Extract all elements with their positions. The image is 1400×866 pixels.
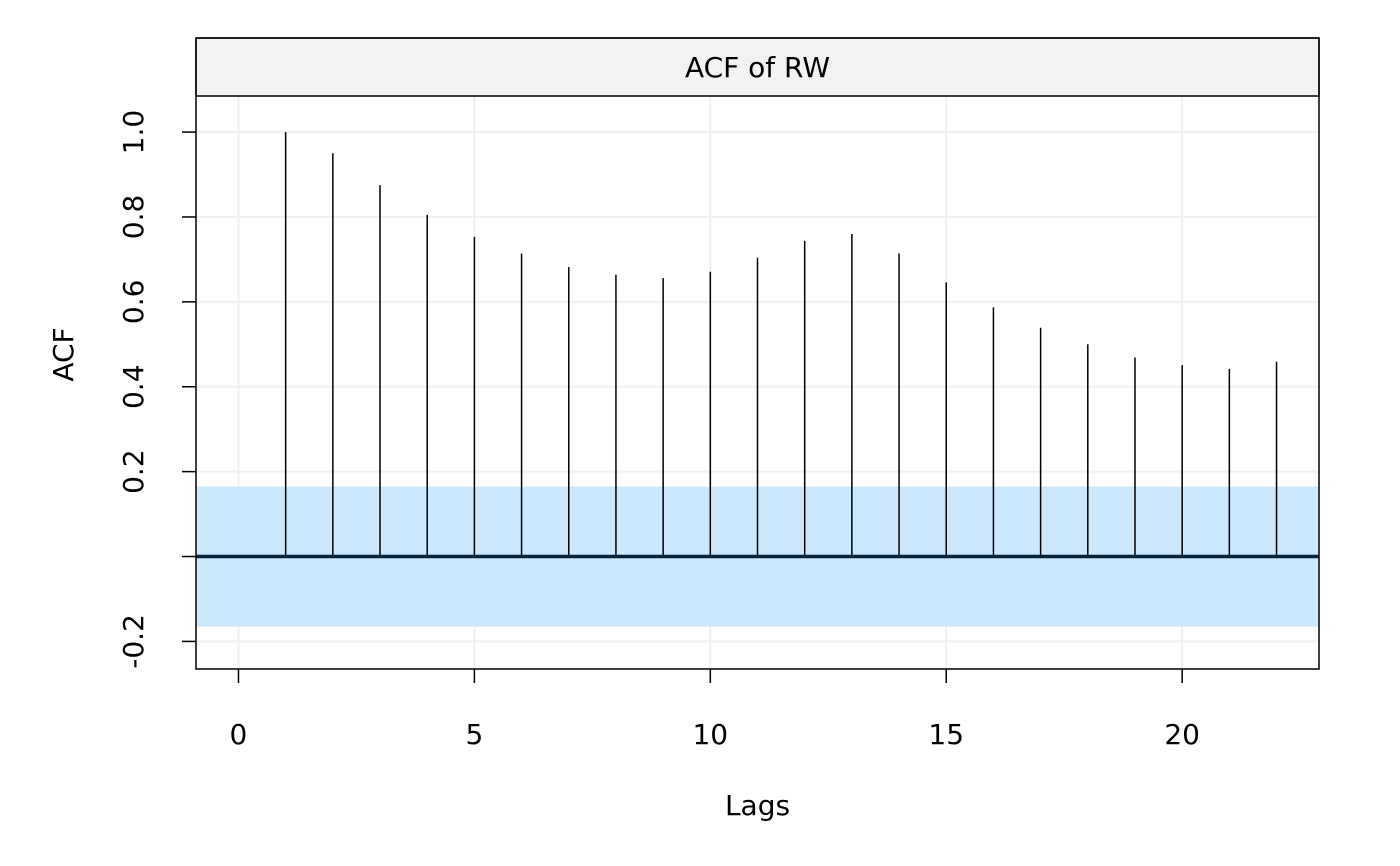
x-tick-label: 0: [230, 718, 248, 751]
y-tick-label: -0.2: [117, 614, 150, 669]
strip-background: [195, 37, 1320, 97]
acf-spikes: [284, 132, 1278, 557]
plot-frame: [195, 37, 1320, 670]
x-axis-title: Lags: [725, 789, 790, 822]
x-tick-label: 10: [692, 718, 728, 751]
y-tick-label: 0.4: [117, 364, 150, 409]
x-axis: 0 5 10 15 20: [230, 669, 1200, 751]
y-tick-label: 0.2: [117, 449, 150, 494]
x-tick-label: 15: [928, 718, 964, 751]
x-tick-label: 20: [1164, 718, 1200, 751]
y-tick-label: 1.0: [117, 110, 150, 155]
panel-strip: ACF of RW: [195, 37, 1320, 97]
y-tick-label: 0.6: [117, 280, 150, 325]
y-axis-title: ACF: [47, 327, 80, 381]
y-axis: -0.2 0.2 0.4 0.6 0.8 1.0: [117, 110, 196, 669]
chart-title: ACF of RW: [685, 51, 830, 84]
y-tick-label: 0.8: [117, 195, 150, 240]
x-tick-label: 5: [465, 718, 483, 751]
